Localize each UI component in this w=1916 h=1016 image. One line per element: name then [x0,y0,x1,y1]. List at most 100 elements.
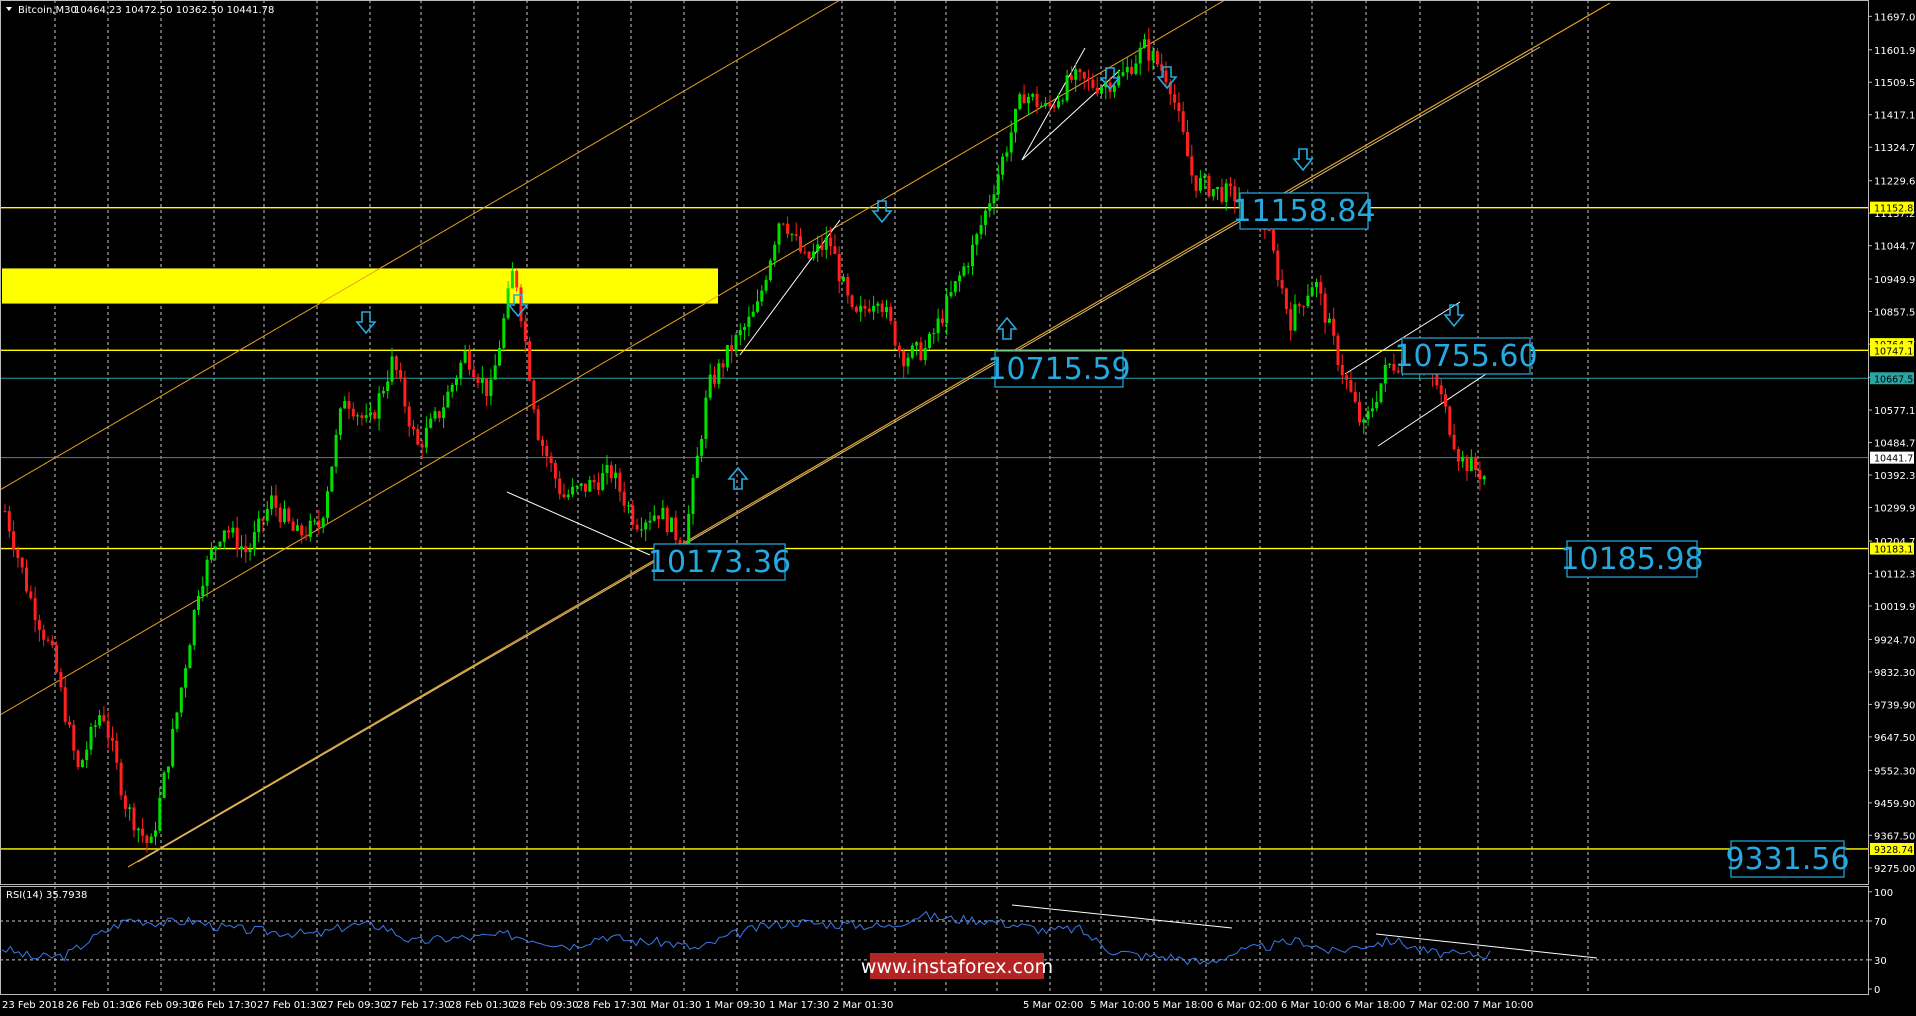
time-tick-label: 1 Mar 01:30 [641,1000,701,1011]
price-label-text: 11158.84 [1232,194,1375,229]
candle-body [369,412,372,416]
candle-body [1319,282,1323,294]
candle-body [1181,111,1185,132]
candle-body [154,830,157,837]
candle-body [278,507,282,523]
candle-body [545,445,549,457]
watermark-badge [870,953,1044,979]
candle-body [837,254,841,282]
main-price-panel: 11158.84 10715.59 10755.60 10173.36 10185.98… [0,0,1868,884]
candle-body [1289,309,1293,331]
candle-body [631,505,635,525]
candle-body [227,530,231,533]
candle-body [1280,280,1284,289]
candle-body [1039,105,1043,107]
candle-body [291,521,295,531]
price-tick-label: 10392.30 [1874,471,1916,482]
candle-body [996,174,1000,195]
candle-body [1220,186,1224,202]
candle-body [639,529,643,531]
candle-body [1323,293,1327,323]
candle-body [102,715,106,722]
candle-body [794,234,798,236]
candle-body [1456,449,1460,462]
candle-body [1035,93,1039,107]
candle-body [1044,103,1048,106]
time-tick-label: 26 Feb 09:30 [129,1000,195,1011]
candle-body [1095,87,1099,94]
rsi-panel-frame [0,886,1869,995]
candle-body [988,203,992,211]
candle-body [575,485,579,487]
candle-body [1091,79,1095,88]
time-tick-label: 1 Mar 09:30 [705,1000,765,1011]
candle-body [429,418,433,428]
candle-body [416,429,420,445]
candle-body [571,486,575,495]
candle-body [119,762,123,796]
candle-body [1065,75,1069,101]
chevron-down-icon[interactable] [6,7,12,11]
candle-body [700,438,704,456]
arrow-down-icon [1292,148,1314,172]
time-tick-label: 5 Mar 10:00 [1090,1000,1150,1011]
candle-body [106,721,110,738]
candle-body [1370,408,1374,412]
candle-body [743,326,747,331]
candle-body [1160,64,1164,71]
candle-body [412,426,415,430]
candle-body [450,384,454,392]
candle-body [609,464,613,479]
candle-body [781,223,785,225]
candle-body [799,235,802,252]
symbol-label: Bitcoin,M30 [18,5,77,16]
price-tag-text: 10667.58 [1874,374,1916,385]
candle-body [304,535,308,537]
candle-body [287,508,291,522]
candle-body [136,828,140,831]
candle-body [949,292,953,297]
candle-body [364,415,368,418]
candle-body [1143,39,1146,48]
price-tick-label: 10857.50 [1874,307,1916,318]
price-label-box [653,543,786,581]
price-tag-text: 10441.78 [1874,454,1916,465]
candle-body [588,480,592,492]
price-tick-label: 11697.00 [1874,12,1916,23]
price-label-box [1566,540,1698,578]
candle-body [962,266,966,276]
candle-body [627,505,630,507]
candle-body [248,549,252,553]
price-tick-label: 10577.10 [1874,406,1916,417]
candle-body [1009,132,1013,153]
candle-body [1112,85,1116,92]
candle-body [760,290,764,302]
candle-body [1168,82,1172,95]
candle-body [197,595,200,611]
candle-body [1138,47,1142,64]
price-tick-label: 9647.50 [1874,733,1915,744]
price-tick-label: 10949.90 [1874,275,1916,286]
candle-body [635,524,639,530]
price-tick-label: 10299.90 [1874,504,1916,515]
candle-body [205,559,209,586]
candle-body [12,531,16,550]
price-tag-text: 10747.14 [1874,346,1916,357]
candle-body [1379,383,1383,402]
candle-body [261,518,265,521]
price-tag-text: 10183.16 [1874,545,1916,556]
candle-body [945,296,949,324]
candle-body [326,491,329,518]
candle-body [433,411,437,419]
candle-body [704,397,708,439]
candle-body [283,508,286,523]
candle-body [85,749,89,761]
candle-body [1100,87,1103,94]
candle-body [1151,51,1155,61]
candle-body [902,351,906,367]
candle-body [910,345,914,358]
price-tag [1870,542,1914,555]
price-label-text: 9331.56 [1725,842,1849,877]
candle-body [1057,101,1060,108]
